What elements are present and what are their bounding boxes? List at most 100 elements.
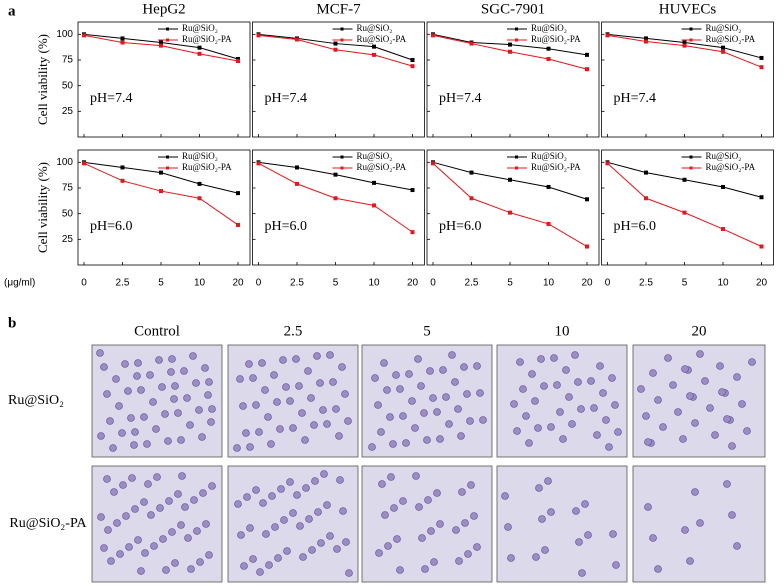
cell <box>532 553 540 561</box>
y-tick-label: 75 <box>62 183 74 194</box>
cell <box>289 509 297 517</box>
x-tick-label: 5 <box>507 278 513 289</box>
cell <box>133 372 141 380</box>
legend-label: Ru@SiO₂-PA <box>182 162 232 172</box>
cell <box>470 512 478 520</box>
cell <box>181 503 189 511</box>
cell <box>236 375 244 383</box>
marker <box>682 177 687 182</box>
cell <box>196 558 204 566</box>
cell <box>202 520 210 528</box>
cell <box>448 351 456 359</box>
cell <box>158 383 166 391</box>
legend-marker <box>515 155 518 159</box>
x-tick-label: 10 <box>194 278 206 289</box>
cell <box>320 470 328 478</box>
marker <box>682 43 687 48</box>
cell <box>553 381 561 389</box>
marker <box>605 33 610 38</box>
marker <box>159 170 163 175</box>
cell <box>147 511 155 519</box>
chart-title: HepG2 <box>142 1 185 17</box>
cell <box>97 432 105 440</box>
cell <box>534 424 542 432</box>
cell <box>286 397 294 405</box>
cell <box>374 401 382 409</box>
cell <box>562 366 570 374</box>
cell <box>183 394 191 402</box>
cell <box>131 505 139 513</box>
cell <box>116 550 124 558</box>
cell <box>189 352 197 360</box>
marker <box>721 184 725 189</box>
x-tick-label: 10 <box>717 278 729 289</box>
cell <box>659 423 667 431</box>
cell <box>178 472 186 480</box>
cell <box>421 565 429 573</box>
cell <box>125 543 133 551</box>
marker <box>295 165 299 170</box>
micrograph <box>91 344 223 458</box>
legend-label: Ru@SiO₂ <box>357 151 393 161</box>
row-label: Ru@SiO₂ <box>8 393 64 408</box>
cell <box>97 513 105 521</box>
cell <box>571 351 579 359</box>
cell <box>249 555 257 563</box>
cell <box>593 431 601 439</box>
cell <box>706 404 714 412</box>
cell <box>424 496 432 504</box>
annotation: pH=6.0 <box>90 219 133 234</box>
cell <box>137 567 145 575</box>
cell <box>144 480 152 488</box>
legend-label: Ru@SiO₂-PA <box>531 34 581 44</box>
cell <box>452 526 460 534</box>
cell <box>270 371 278 379</box>
cell <box>608 374 616 382</box>
cell <box>177 521 185 529</box>
cell <box>187 565 195 573</box>
cell <box>171 559 179 567</box>
marker <box>333 41 338 46</box>
legend-label: Ru@SiO₂-PA <box>357 162 407 172</box>
cell <box>141 549 149 557</box>
chart-title: HUVECs <box>659 1 717 17</box>
cell <box>261 386 269 394</box>
cell <box>341 390 349 398</box>
column-label: 10 <box>555 323 570 339</box>
cell <box>718 388 726 396</box>
cell <box>168 355 176 363</box>
cell <box>326 532 334 540</box>
cell <box>246 443 254 451</box>
cell <box>292 355 300 363</box>
cell <box>455 557 463 565</box>
marker <box>721 45 725 50</box>
cell <box>522 412 530 420</box>
legend-marker <box>515 38 518 42</box>
cell <box>442 393 450 401</box>
cell <box>199 489 207 497</box>
cell <box>547 423 555 431</box>
marker <box>82 161 86 166</box>
cell <box>408 397 416 405</box>
cell <box>258 359 266 367</box>
marker <box>120 36 125 41</box>
marker <box>585 67 589 72</box>
cell <box>146 371 154 379</box>
cell <box>162 566 170 574</box>
cell <box>307 394 315 402</box>
cell <box>153 473 161 481</box>
cell <box>380 359 388 367</box>
marker <box>644 196 648 201</box>
cell <box>106 417 114 425</box>
marker <box>721 227 725 232</box>
cell <box>339 507 347 515</box>
marker <box>197 181 202 186</box>
annotation: pH=6.0 <box>439 219 482 234</box>
marker <box>159 189 163 194</box>
cell <box>644 438 652 446</box>
cell <box>540 382 548 390</box>
cell <box>296 522 304 530</box>
annotation: pH=6.0 <box>265 219 308 234</box>
cell <box>501 492 509 500</box>
cell <box>110 488 118 496</box>
